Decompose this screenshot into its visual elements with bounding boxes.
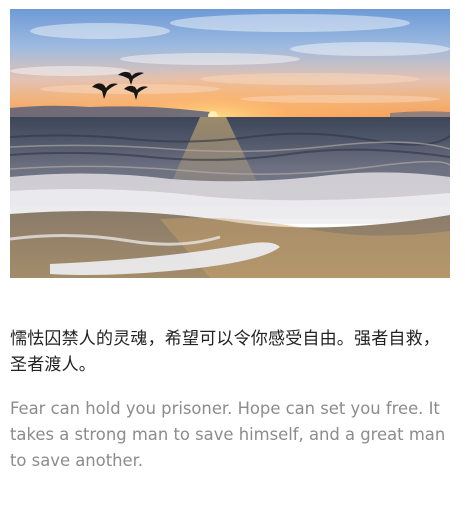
birds [92, 71, 148, 100]
english-quote: Fear can hold you prisoner. Hope can set… [10, 399, 446, 470]
sunset-beach-photo [10, 9, 450, 278]
chinese-quote: 懦怯囚禁人的灵魂，希望可以令你感受自由。强者自救，圣者渡人。 [10, 329, 440, 375]
